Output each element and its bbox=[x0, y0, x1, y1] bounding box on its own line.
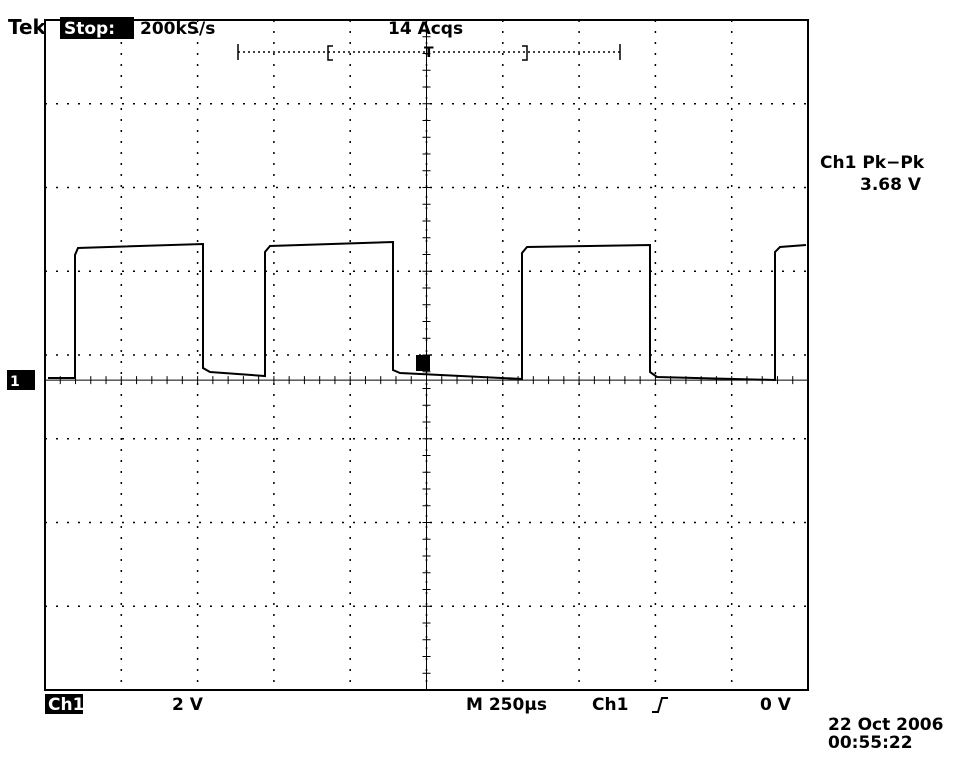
brand: Tek bbox=[8, 15, 47, 39]
measurement-label: Ch1 Pk−Pk bbox=[820, 153, 925, 173]
volts-per-div: 2 V bbox=[172, 695, 204, 715]
measurement-value: 3.68 V bbox=[860, 175, 922, 195]
scope-screen: Tek Stop: 200kS/s 14 Acqs T 1 Ch1 Pk−Pk … bbox=[0, 0, 973, 759]
trigger-level-marker bbox=[416, 355, 430, 371]
trigger-source: Ch1 bbox=[592, 695, 628, 715]
state: Stop: bbox=[64, 19, 115, 39]
channel: Ch1 bbox=[48, 695, 84, 715]
trigger-slope bbox=[652, 698, 668, 712]
timebase: M 250µs bbox=[466, 695, 547, 715]
acquisitions: 14 Acqs bbox=[388, 19, 463, 39]
time: 00:55:22 bbox=[828, 733, 913, 753]
date: 22 Oct 2006 bbox=[828, 715, 943, 735]
trigger-level: 0 V bbox=[760, 695, 792, 715]
channel-marker-label: 1 bbox=[10, 374, 20, 390]
sample-rate: 200kS/s bbox=[140, 19, 215, 39]
